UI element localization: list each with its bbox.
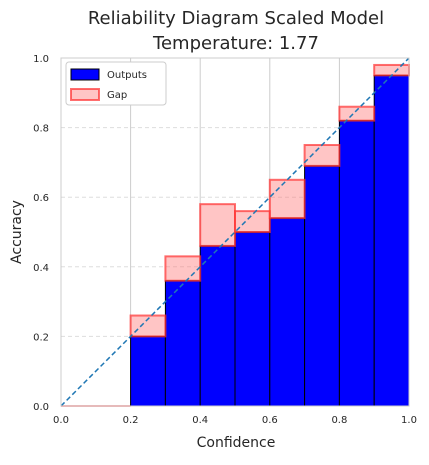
output-bar bbox=[164, 280, 201, 407]
gap-bar bbox=[338, 105, 376, 122]
output-bar bbox=[234, 231, 271, 407]
x-axis-label: Confidence bbox=[197, 435, 276, 451]
gap-bar bbox=[129, 314, 167, 338]
x-tick-label: 0.6 bbox=[262, 415, 278, 426]
legend: Outputs Gap bbox=[65, 61, 167, 106]
diagonal-layer bbox=[60, 57, 410, 407]
output-bar bbox=[304, 165, 340, 407]
y-tick-label: 0.0 bbox=[33, 402, 49, 413]
gap-bar bbox=[234, 210, 271, 233]
output-bar bbox=[269, 217, 306, 407]
y-tick-label: 0.8 bbox=[33, 124, 49, 135]
outputs-layer bbox=[129, 63, 411, 407]
y-tick-label: 0.2 bbox=[33, 332, 49, 343]
plot-frame bbox=[60, 57, 410, 407]
gap-bar bbox=[268, 178, 306, 220]
tick-layer: 0.0 0.2 0.4 0.6 0.8 1.0 0.0 0.2 0.4 0.6 0.8 1.0 bbox=[33, 54, 417, 426]
x-tick-label: 1.0 bbox=[401, 415, 417, 426]
x-tick-label: 0.4 bbox=[192, 415, 208, 426]
x-tick-label: 0.2 bbox=[123, 415, 139, 426]
output-bar bbox=[199, 245, 236, 407]
y-axis-label: Accuracy bbox=[9, 200, 25, 264]
output-bar bbox=[338, 120, 375, 407]
gap-bar bbox=[199, 203, 236, 247]
perfect-calibration-line bbox=[60, 57, 410, 407]
gap-bar bbox=[303, 144, 341, 167]
x-tick-label: 0.0 bbox=[53, 415, 69, 426]
legend-gap-swatch bbox=[70, 88, 100, 101]
x-tick-label: 0.8 bbox=[331, 415, 347, 426]
y-tick-label: 1.0 bbox=[33, 54, 49, 65]
chart-title-line1: Reliability Diagram Scaled Model bbox=[88, 8, 384, 29]
legend-outputs-swatch bbox=[70, 68, 100, 81]
output-bar bbox=[373, 74, 410, 407]
legend-outputs-label: Outputs bbox=[107, 70, 147, 81]
y-tick-label: 0.6 bbox=[33, 193, 49, 204]
chart-title-line2: Temperature: 1.77 bbox=[152, 33, 319, 54]
legend-gap-label: Gap bbox=[107, 90, 127, 101]
output-bar bbox=[130, 335, 166, 407]
gap-bar bbox=[373, 63, 411, 77]
y-tick-label: 0.4 bbox=[33, 263, 49, 274]
gap-bar bbox=[164, 255, 202, 282]
